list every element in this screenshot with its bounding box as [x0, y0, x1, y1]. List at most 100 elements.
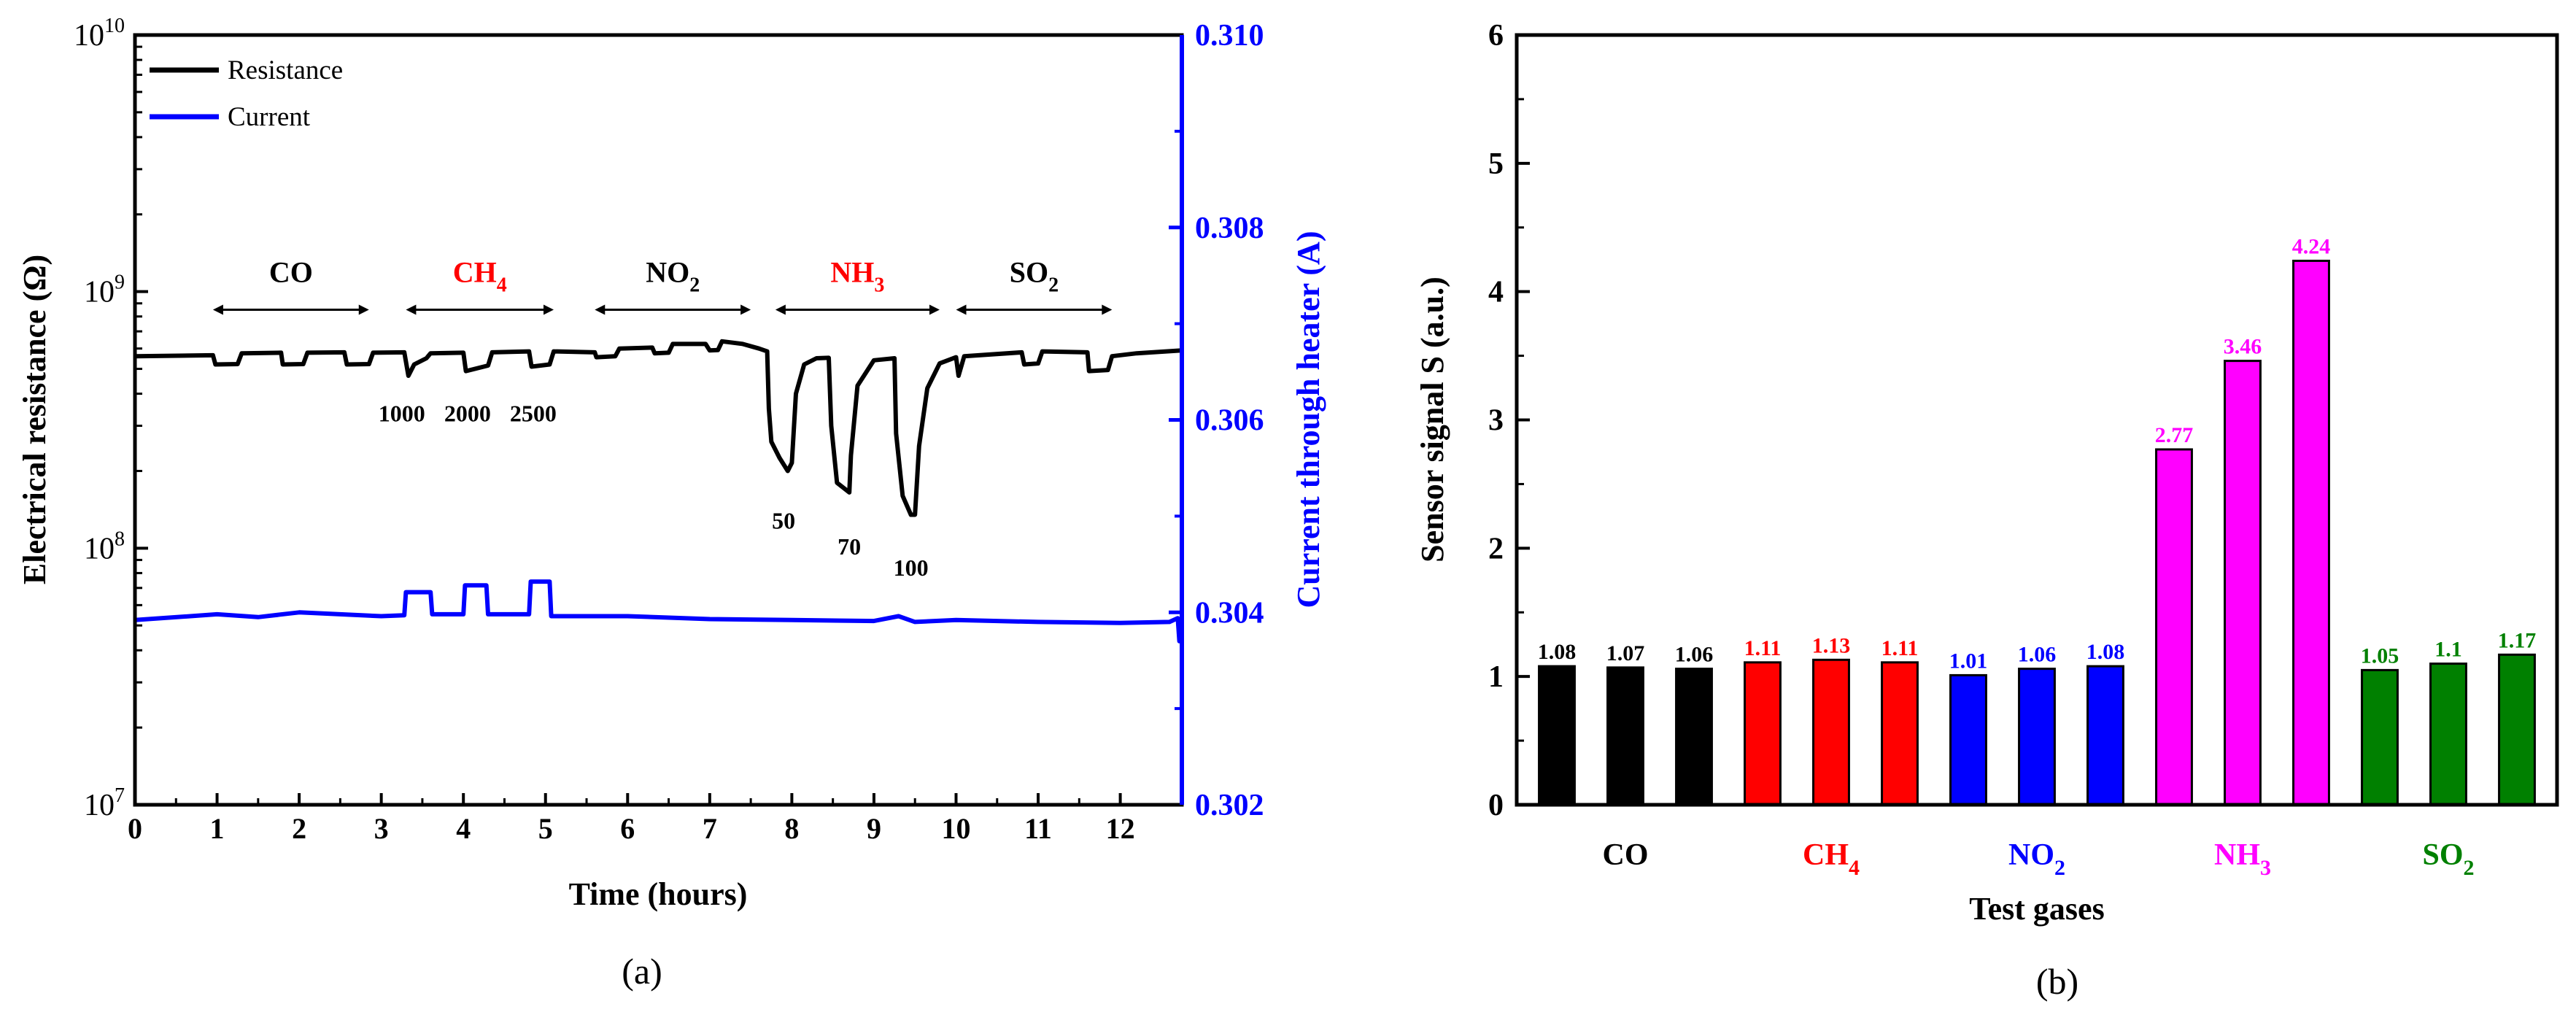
gas-label-no2: NO2 — [646, 255, 700, 296]
gas-arrow-head-right — [1102, 304, 1113, 315]
panel-a-left-tick-label: 1010 — [74, 15, 125, 53]
panel-a-right-axis-title: Current through heater (A) — [1291, 231, 1326, 609]
panel-a-left-tick-exponent: 7 — [115, 784, 125, 807]
gas-arrow-head-right — [358, 304, 369, 315]
gas-label-nh3: NH3 — [830, 255, 884, 296]
category-label-so2: SO2 — [2422, 838, 2474, 880]
concentration-label: 100 — [894, 555, 929, 581]
bar-so2 — [2361, 668, 2399, 806]
series-current-line — [134, 579, 1184, 644]
gas-label-ch4-subscript: 4 — [497, 274, 507, 296]
bar-no2 — [1949, 673, 1987, 806]
panel-a-left-axis-title: Electrical resistance (Ω) — [17, 255, 53, 584]
bar-no2 — [2018, 668, 2056, 806]
bar-value-label: 4.24 — [2292, 234, 2331, 258]
panel-a-legend: Resistance Current — [150, 55, 343, 132]
bar-value-label: 1.08 — [1538, 640, 1577, 664]
gas-arrow-head-left — [775, 304, 786, 315]
gas-arrow-head-left — [956, 304, 967, 315]
bar-nh3 — [2292, 259, 2330, 806]
panel-a-x-tick-label: 4 — [456, 812, 471, 845]
panel-a-right-tick-label: 0.310 — [1195, 19, 1264, 53]
gas-arrow-head-right — [544, 304, 554, 315]
panel-b-y-tick-label: 2 — [1488, 532, 1504, 565]
category-label-no2: NO2 — [2008, 838, 2065, 880]
gas-label-co: CO — [269, 255, 313, 288]
bar-nh3 — [2224, 360, 2262, 806]
category-label-no2-subscript: 2 — [2054, 856, 2065, 880]
panel-a-left-tick-label: 107 — [84, 784, 125, 822]
panel-a-x-tick-label: 7 — [703, 812, 717, 845]
panel-a-x-tick-label: 3 — [374, 812, 389, 845]
panel-a-right-tick-label: 0.308 — [1195, 212, 1264, 245]
gas-arrow-head-left — [212, 304, 223, 315]
bar-value-label: 1.17 — [2498, 628, 2537, 652]
panel-b-y-tick-label: 4 — [1488, 276, 1504, 309]
gas-arrow-head-right — [929, 304, 940, 315]
panel-b-y-tick-label: 6 — [1488, 19, 1504, 53]
panel-a-caption: (a) — [622, 951, 662, 992]
panel-a-x-tick-label: 11 — [1024, 812, 1052, 845]
panel-b-x-axis-title: Test gases — [1969, 891, 2104, 927]
panel-a-x-tick-label: 10 — [941, 812, 970, 845]
bar-value-label: 1.1 — [2434, 638, 2462, 662]
bar-so2 — [2498, 653, 2536, 806]
panel-b-y-tick-label: 3 — [1488, 404, 1504, 438]
bar-no2 — [2086, 665, 2124, 806]
panel-b-ticks: 0 1 2 3 4 5 6 — [1488, 19, 1530, 822]
concentration-label: 2000 — [444, 400, 491, 426]
bar-value-label: 1.08 — [2086, 640, 2125, 664]
category-label-so2-subscript: 2 — [2464, 856, 2475, 880]
panel-a-left-tick-label: 109 — [84, 271, 125, 309]
panel-a-x-tick-label: 12 — [1106, 812, 1135, 845]
panel-a-x-tick-label: 6 — [620, 812, 635, 845]
bar-co — [1606, 666, 1644, 806]
panel-a-x-tick-label: 1 — [210, 812, 225, 845]
panel-a-x-tick-label: 5 — [538, 812, 553, 845]
bar-value-label: 3.46 — [2224, 335, 2262, 359]
category-label-ch4: CH4 — [1803, 838, 1860, 880]
category-label-co: CO — [1603, 838, 1649, 872]
panel-b-y-tick-label: 0 — [1488, 789, 1504, 822]
panel-a-left-tick-exponent: 8 — [115, 528, 125, 550]
panel-b-frame — [1515, 33, 2559, 807]
bar-value-label: 1.11 — [1881, 636, 1919, 660]
series-resistance-line — [134, 339, 1183, 517]
bar-value-label: 1.01 — [1949, 649, 1988, 673]
bar-value-label: 1.07 — [1606, 641, 1645, 665]
bar-co — [1538, 665, 1576, 806]
bar-value-label: 1.06 — [1675, 643, 1714, 667]
category-label-nh3-subscript: 3 — [2260, 856, 2271, 880]
gas-label-nh3-subscript: 3 — [874, 274, 884, 296]
gas-label-so2-subscript: 2 — [1048, 274, 1059, 296]
bar-value-label: 1.11 — [1744, 636, 1782, 660]
bar-ch4 — [1812, 658, 1850, 806]
panel-a-right-tick-label: 0.306 — [1195, 404, 1264, 438]
bar-ch4 — [1881, 661, 1919, 806]
panel-a-right-tick-label: 0.302 — [1195, 789, 1264, 822]
panel-a-x-tick-label: 8 — [784, 812, 799, 845]
panel-a-x-axis-title: Time (hours) — [569, 876, 748, 912]
gas-arrow-head-left — [595, 304, 606, 315]
panel-b-y-tick-label: 5 — [1488, 147, 1504, 181]
bar-value-label: 1.06 — [2018, 643, 2057, 667]
panel-a-x-tick-label: 2 — [292, 812, 306, 845]
panel-a-x-tick-label: 9 — [867, 812, 881, 845]
panel-a-left-tick-label: 108 — [84, 528, 125, 565]
concentration-label: 1000 — [379, 400, 425, 426]
bar-so2 — [2429, 663, 2467, 806]
bar-nh3 — [2155, 448, 2193, 806]
panel-a-data-marks: CO CH4 NO2 NH3 SO2 1000 2000 2500 50 70 100 — [134, 255, 1184, 644]
legend-current-label: Current — [228, 102, 311, 132]
panel-a-frame-left — [133, 33, 1184, 807]
panel-b-y-tick-label: 1 — [1488, 660, 1504, 694]
legend-resistance-label: Resistance — [228, 55, 343, 85]
panel-b-caption: (b) — [2036, 961, 2078, 1002]
bar-value-label: 2.77 — [2155, 423, 2194, 447]
panel-b-y-axis-title: Sensor signal S (a.u.) — [1415, 277, 1450, 563]
bar-value-label: 1.13 — [1812, 633, 1851, 657]
